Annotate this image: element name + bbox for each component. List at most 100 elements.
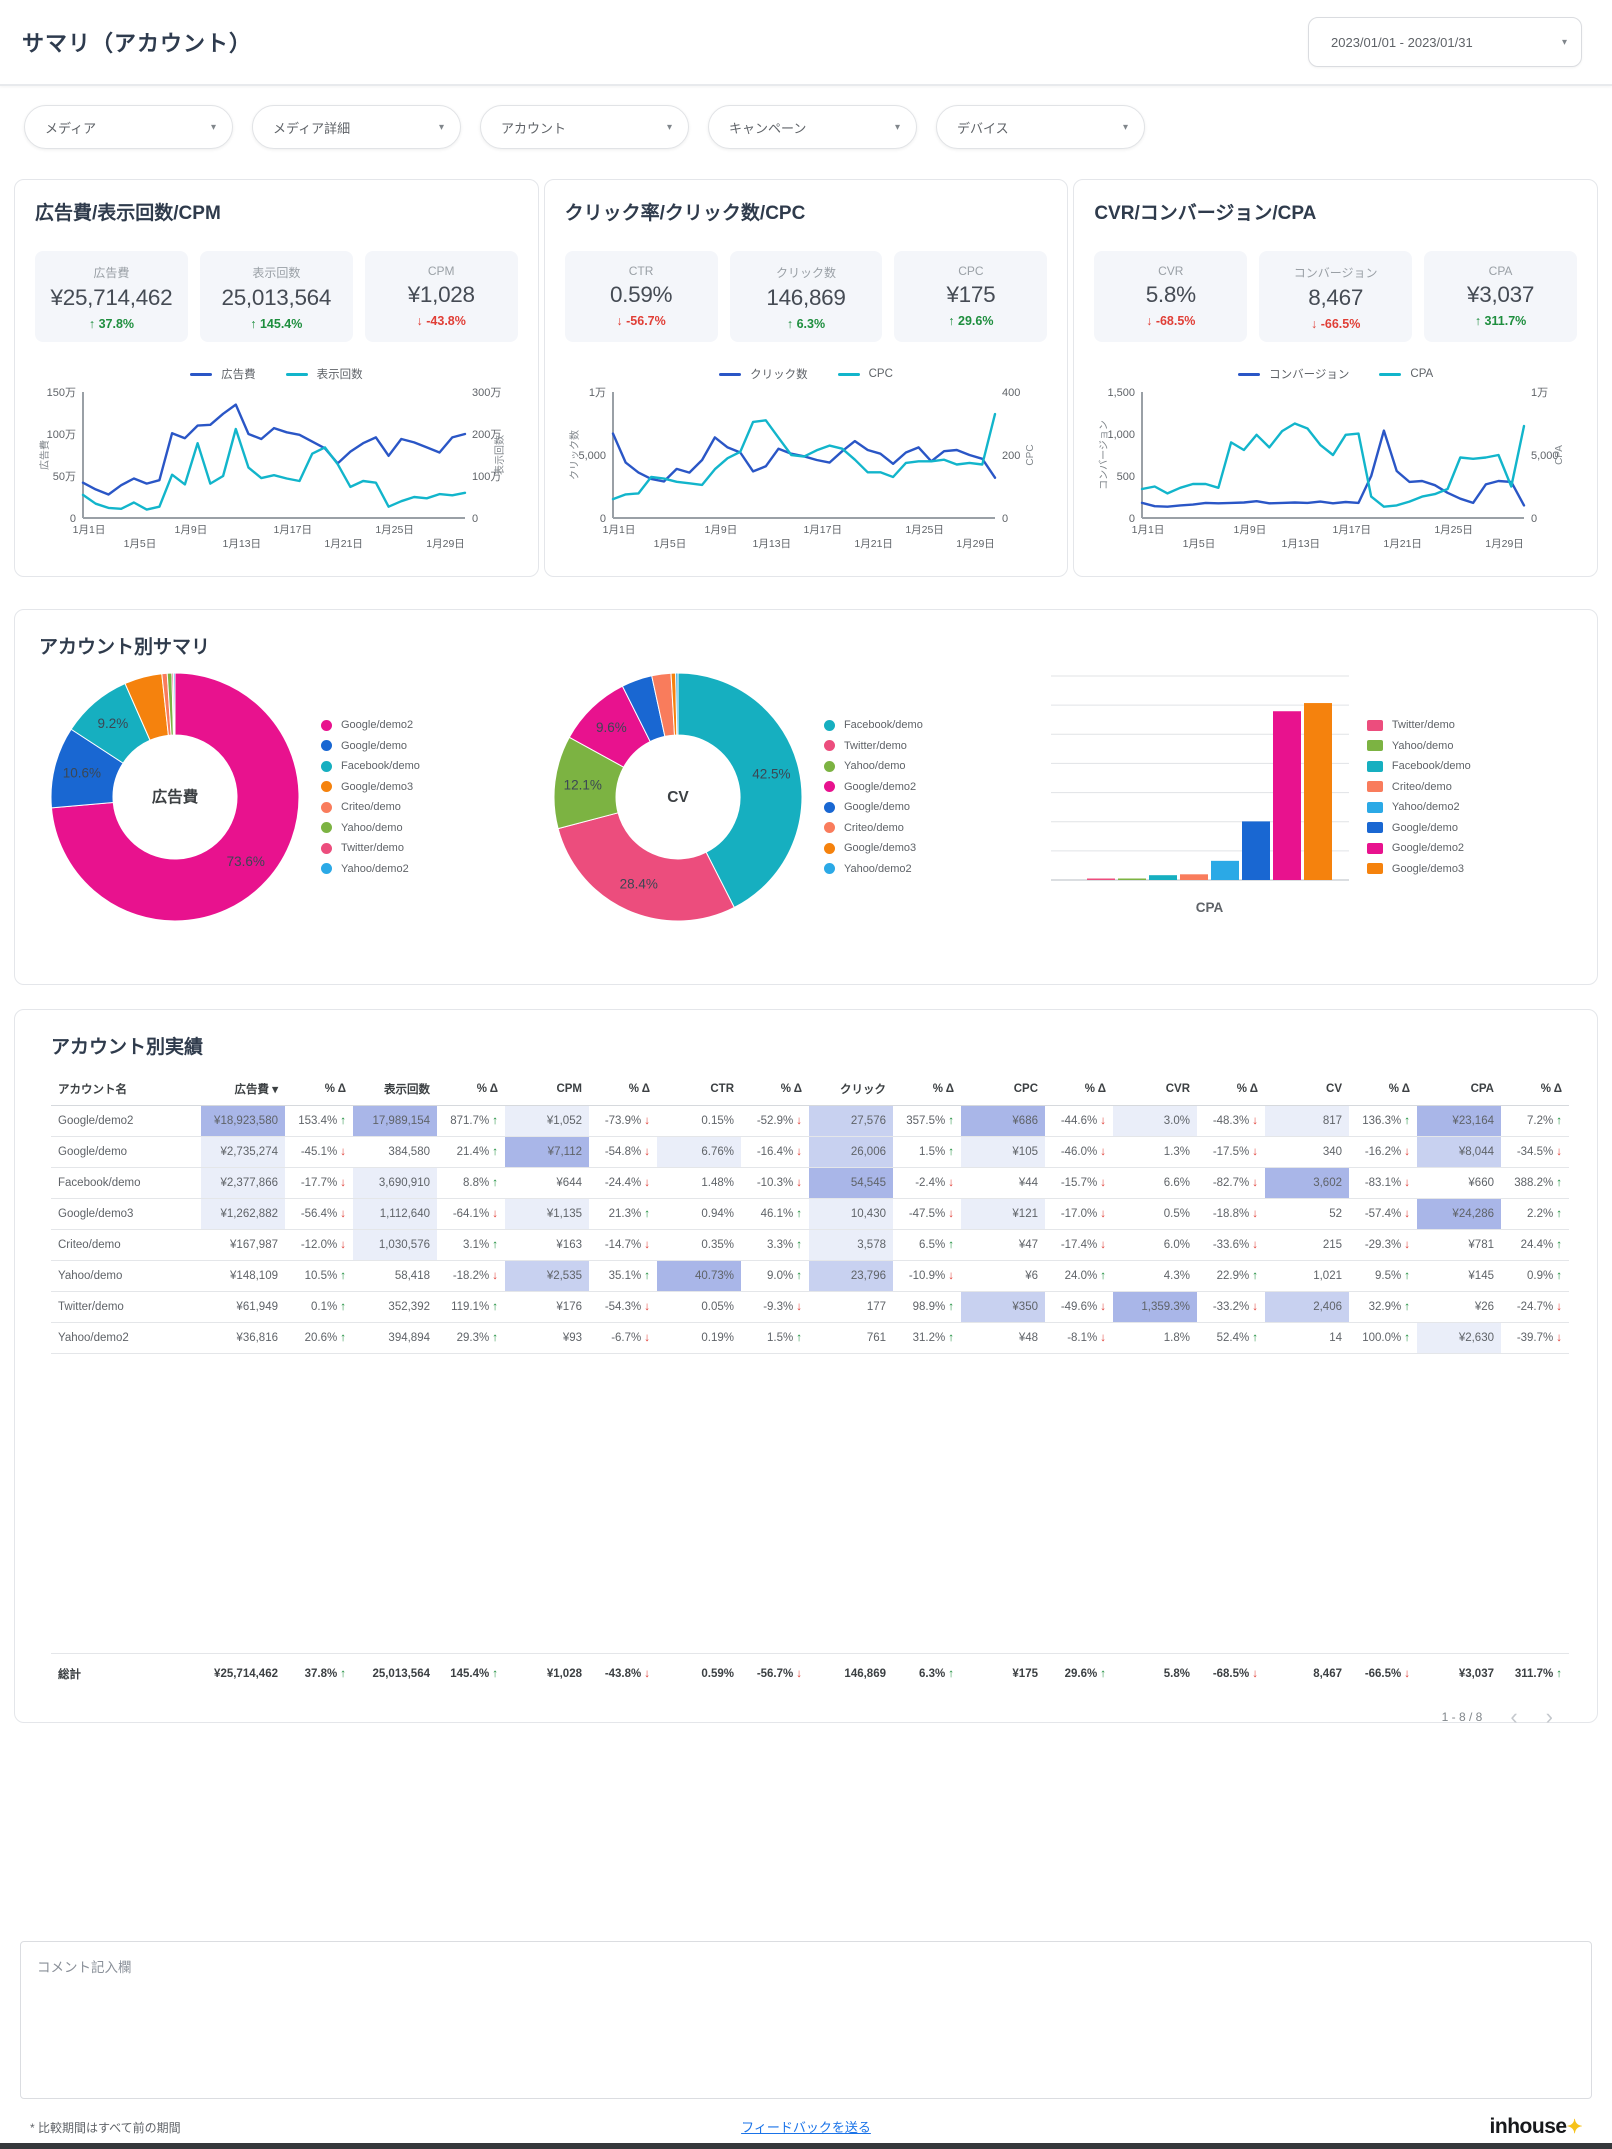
value-cell: ¥350 — [961, 1291, 1045, 1323]
col-header-delta[interactable]: % Δ — [1045, 1073, 1113, 1106]
total-value-cell: 8,467 — [1265, 1653, 1349, 1694]
col-header-delta[interactable]: % Δ — [893, 1073, 961, 1106]
next-page-button[interactable]: › — [1545, 1703, 1553, 1729]
delta-cell: -49.6% ↓ — [1045, 1291, 1113, 1323]
up-arrow-icon: ↑ — [948, 1146, 954, 1158]
down-arrow-icon: ↓ — [644, 1146, 650, 1158]
delta-cell: -64.1% ↓ — [437, 1198, 505, 1230]
legend-item: コンバージョン — [1238, 366, 1349, 382]
col-header-metric[interactable]: クリック — [809, 1073, 893, 1106]
chart-legend: コンバージョン CPA — [1094, 366, 1577, 382]
col-header-delta[interactable]: % Δ — [741, 1073, 809, 1106]
filter-device[interactable]: デバイス ▾ — [936, 105, 1145, 149]
delta-cell: -6.7% ↓ — [589, 1322, 657, 1354]
col-header-metric[interactable]: CPC — [961, 1073, 1045, 1106]
down-arrow-icon: ↓ — [340, 1177, 346, 1189]
col-header-delta[interactable]: % Δ — [437, 1073, 505, 1106]
legend-item: Yahoo/demo2 — [321, 863, 420, 875]
col-header-metric[interactable]: 表示回数 — [353, 1073, 437, 1106]
legend-item: Google/demo3 — [321, 781, 420, 793]
legend-swatch — [1238, 372, 1261, 376]
col-header-delta[interactable]: % Δ — [1197, 1073, 1265, 1106]
value-cell: 58,418 — [353, 1260, 437, 1292]
total-value-cell: ¥25,714,462 — [201, 1653, 285, 1694]
legend-swatch — [823, 822, 835, 834]
value-cell: ¥644 — [505, 1167, 589, 1199]
section-title: アカウント別サマリ — [39, 637, 211, 658]
col-header-delta[interactable]: % Δ — [285, 1073, 353, 1106]
col-header-metric[interactable]: CV — [1265, 1073, 1349, 1106]
kpi-value: 146,869 — [766, 285, 846, 310]
col-header-metric[interactable]: CPM — [505, 1073, 589, 1106]
value-cell: ¥167,987 — [201, 1229, 285, 1261]
up-arrow-icon: ↑ — [948, 1239, 954, 1251]
date-range-picker[interactable]: 2023/01/01 - 2023/01/31 ▾ — [1308, 17, 1582, 67]
kpi-delta: ↓ -56.7% — [616, 314, 666, 328]
delta-cell: 6.5% ↑ — [893, 1229, 961, 1261]
table-row: Google/demo3 ¥1,262,882 -56.4% ↓ 1,112,640 -6… — [51, 1198, 1569, 1230]
legend-item: Google/demo2 — [1366, 842, 1471, 854]
down-arrow-icon: ↓ — [1100, 1301, 1106, 1313]
col-header-delta[interactable]: % Δ — [1349, 1073, 1417, 1106]
up-arrow-icon: ↑ — [796, 1208, 802, 1220]
delta-cell: -18.8% ↓ — [1197, 1198, 1265, 1230]
col-header-account[interactable]: アカウント名 — [51, 1073, 201, 1106]
delta-cell: -57.4% ↓ — [1349, 1198, 1417, 1230]
account-name-cell: Yahoo/demo — [51, 1260, 201, 1292]
filter-media-detail[interactable]: メディア詳細 ▾ — [252, 105, 461, 149]
up-arrow-icon: ↑ — [1404, 1332, 1410, 1344]
delta-cell: -68.5% ↓ — [1197, 1653, 1265, 1694]
down-arrow-icon: ↓ — [644, 1332, 650, 1344]
value-cell: 3,690,910 — [353, 1167, 437, 1199]
total-value-cell: 0.59% — [657, 1653, 741, 1694]
account-performance-card: アカウント別実績 アカウント名 広告費 ▾% Δ 表示回数% Δ CPM% Δ CTR%… — [14, 1009, 1598, 1727]
top-header: サマリ（アカウント） 2023/01/01 - 2023/01/31 ▾ — [0, 0, 1612, 86]
comment-box[interactable]: コメント記入欄 — [20, 1941, 1592, 2099]
kpi-delta: ↓ -43.8% — [416, 314, 466, 328]
legend-swatch — [321, 760, 332, 772]
col-header-metric[interactable]: CPA — [1417, 1073, 1501, 1106]
delta-cell: 21.4% ↑ — [437, 1136, 505, 1168]
kpi-label: コンバージョン — [1293, 266, 1378, 280]
legend-swatch — [285, 372, 308, 376]
col-header-metric[interactable]: CTR — [657, 1073, 741, 1106]
account-name-cell: Yahoo/demo2 — [51, 1322, 201, 1354]
delta-cell: -10.9% ↓ — [893, 1260, 961, 1292]
up-arrow-icon: ↑ — [1404, 1301, 1410, 1313]
feedback-link[interactable]: フィードバックを送る — [741, 2120, 871, 2135]
down-arrow-icon: ↓ — [1100, 1208, 1106, 1220]
col-header-delta[interactable]: % Δ — [589, 1073, 657, 1106]
prev-page-button[interactable]: ‹ — [1510, 1703, 1518, 1729]
svg-text:73.6%: 73.6% — [227, 854, 265, 869]
legend-swatch — [837, 372, 860, 376]
legend-item: クリック数 — [719, 366, 808, 382]
filter-campaign[interactable]: キャンペーン ▾ — [708, 105, 917, 149]
delta-cell: -8.1% ↓ — [1045, 1322, 1113, 1354]
svg-text:1,500: 1,500 — [1108, 387, 1136, 399]
sparkle-icon: ✦ — [1566, 2117, 1583, 2138]
kpi-value: ¥25,714,462 — [50, 285, 173, 310]
kpi-delta: ↓ -68.5% — [1146, 314, 1196, 328]
filter-account[interactable]: アカウント ▾ — [480, 105, 689, 149]
legend-item: Facebook/demo — [321, 760, 420, 772]
legend-swatch — [321, 801, 332, 813]
page-footer: * 比較期間はすべて前の期間 フィードバックを送る inhouse✦ — [30, 2115, 1582, 2139]
svg-text:1月13日: 1月13日 — [752, 538, 791, 550]
svg-text:1月25日: 1月25日 — [375, 524, 414, 536]
delta-cell: 2.2% ↑ — [1501, 1198, 1569, 1230]
down-arrow-icon: ↓ — [796, 1177, 802, 1189]
up-arrow-icon: ↑ — [796, 1332, 802, 1344]
col-header-delta[interactable]: % Δ — [1501, 1073, 1569, 1106]
up-arrow-icon: ↑ — [644, 1270, 650, 1282]
table-pagination: 1 - 8 / 8 ‹ › — [51, 1703, 1561, 1729]
col-header-metric[interactable]: CVR — [1113, 1073, 1197, 1106]
svg-text:1月5日: 1月5日 — [124, 538, 157, 550]
filter-media[interactable]: メディア ▾ — [24, 105, 233, 149]
svg-text:コンバージョン: コンバージョン — [1098, 420, 1110, 490]
col-header-metric[interactable]: 広告費 ▾ — [201, 1073, 285, 1106]
svg-text:0: 0 — [1129, 513, 1135, 525]
svg-text:1月21日: 1月21日 — [324, 538, 363, 550]
kpi-label: CPC — [958, 264, 984, 278]
value-cell: ¥2,630 — [1417, 1322, 1501, 1354]
legend-swatch — [1366, 863, 1383, 875]
